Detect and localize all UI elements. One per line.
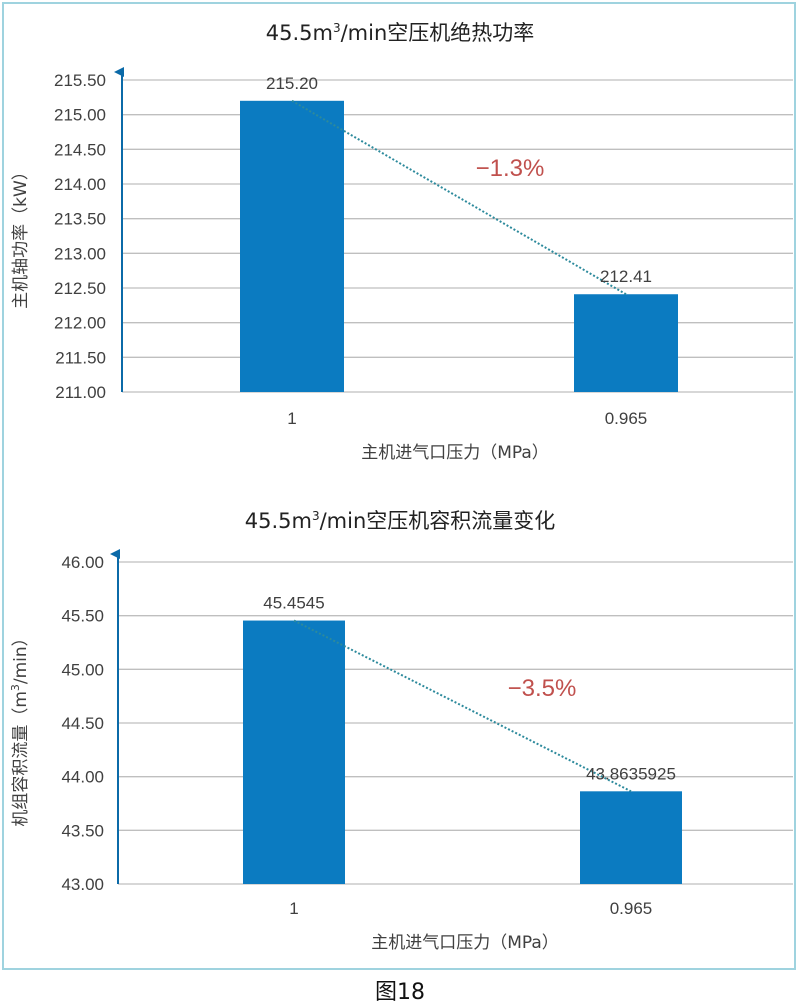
- change-annotation: −1.3%: [476, 155, 545, 182]
- bar: [243, 620, 345, 884]
- x-tick-labels: 1 0.965: [289, 899, 652, 918]
- x-tick-label: 1: [289, 899, 298, 918]
- data-labels: 45.4545 43.8635925: [263, 594, 676, 784]
- trend-segment: [293, 619, 632, 793]
- bars: [240, 100, 678, 393]
- y-tick-label: 212.00: [54, 314, 106, 333]
- y-tick-labels: 43.00 43.50 44.00 44.50 45.00 45.50 46.00: [61, 553, 104, 894]
- trend-line: [291, 99, 627, 296]
- chart-shaft-power: 45.5m3/min空压机绝热功率 211.00 211.50 212.00 212.…: [11, 21, 793, 463]
- y-tick-label: 211.00: [55, 383, 106, 402]
- y-tick-labels: 211.00 211.50 212.00 212.50 213.00 213.50 214.…: [54, 71, 106, 402]
- x-axis-title: 主机进气口压力（MPa）: [361, 443, 549, 463]
- y-tick-label: 45.50: [61, 607, 104, 626]
- y-tick-label: 215.50: [54, 71, 106, 90]
- data-label: 43.8635925: [586, 764, 676, 783]
- y-tick-label: 43.00: [61, 875, 104, 894]
- x-tick-label: 1: [287, 409, 296, 428]
- y-tick-label: 45.00: [61, 660, 104, 679]
- data-label: 215.20: [266, 74, 318, 93]
- x-axis-title: 主机进气口压力（MPa）: [371, 933, 559, 953]
- x-tick-label: 0.965: [605, 409, 648, 428]
- y-tick-label: 215.00: [54, 106, 106, 125]
- change-annotation: −3.5%: [508, 675, 577, 702]
- y-tick-label: 44.00: [61, 768, 104, 787]
- bar: [574, 294, 678, 392]
- y-tick-label: 214.00: [54, 175, 106, 194]
- chart-volume-flow: 45.5m3/min空压机容积流量变化 43.00 43.50 44.00 44.50…: [9, 509, 793, 953]
- data-label: 212.41: [600, 267, 652, 286]
- trend-line: [293, 619, 632, 793]
- data-label: 45.4545: [263, 594, 324, 613]
- y-tick-label: 213.00: [54, 244, 106, 263]
- grid-lines: [118, 561, 793, 885]
- y-tick-label: 46.00: [61, 553, 104, 572]
- y-axis-title: 机组容积流量（m3/min）: [9, 629, 31, 826]
- figure-canvas: 45.5m3/min空压机绝热功率 211.00 211.50 212.00 212.…: [9, 21, 793, 953]
- bar: [580, 791, 682, 884]
- chart-title: 45.5m3/min空压机绝热功率: [266, 21, 535, 45]
- bars: [243, 620, 682, 884]
- y-tick-label: 211.50: [55, 348, 106, 367]
- figure-frame: [2, 2, 796, 970]
- y-tick-label: 43.50: [61, 821, 104, 840]
- chart-title: 45.5m3/min空压机容积流量变化: [245, 509, 556, 533]
- data-labels: 215.20 212.41: [266, 74, 652, 286]
- grid-lines: [122, 79, 793, 393]
- y-tick-label: 214.50: [54, 140, 106, 159]
- y-tick-label: 213.50: [54, 210, 106, 229]
- x-tick-labels: 1 0.965: [287, 409, 647, 428]
- figure-caption: 图18: [375, 980, 425, 1005]
- y-axis-title: 主机轴功率（kW）: [11, 163, 31, 309]
- bar: [240, 100, 344, 393]
- y-tick-label: 212.50: [54, 279, 106, 298]
- y-tick-label: 44.50: [61, 714, 104, 733]
- trend-segment: [291, 99, 627, 296]
- x-tick-label: 0.965: [610, 899, 653, 918]
